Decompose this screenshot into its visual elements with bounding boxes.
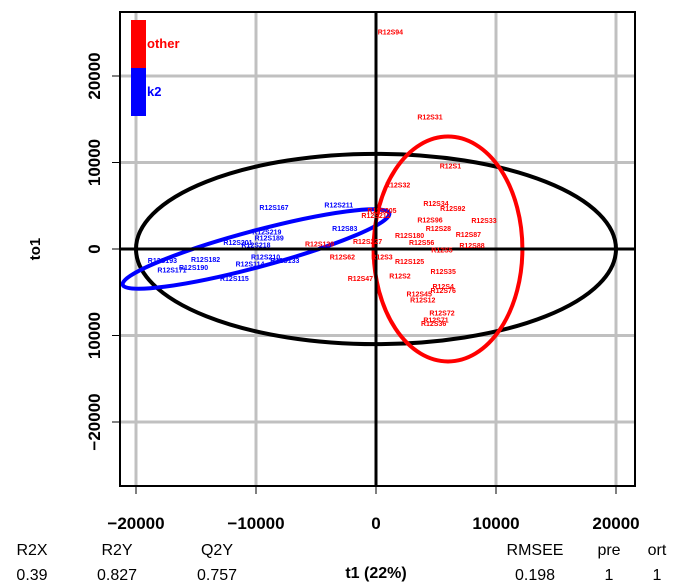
stat-header-ort: ort (648, 542, 667, 559)
y-tick-label-2: 0 (85, 244, 104, 253)
y-tick-label-0: −20000 (85, 393, 104, 450)
x-tick-labels: −20000 −10000 0 10000 20000 (107, 486, 640, 533)
point-label-other-4: R12S34 (423, 201, 448, 208)
stat-value-r2x: 0.39 (16, 567, 47, 584)
stat-header-rmsee: RMSEE (507, 542, 564, 559)
point-label-other-26: R12S45 (407, 292, 432, 299)
point-label-k2-11: R12S190 (179, 265, 208, 272)
legend-label-other: other (147, 36, 180, 51)
point-label-other-21: R12S47 (348, 276, 373, 283)
stat-header-pre: pre (597, 542, 620, 559)
x-tick-label-1: −10000 (227, 514, 284, 533)
legend: other k2 (131, 20, 180, 116)
point-label-k2-14: R12S193 (148, 258, 177, 265)
stat-value-ort: 1 (653, 567, 662, 584)
point-label-other-12: R12S180 (395, 233, 424, 240)
stat-value-r2y: 0.827 (97, 567, 137, 584)
x-tick-label-4: 20000 (592, 514, 639, 533)
point-label-k2-13: R12S171 (157, 267, 186, 274)
point-label-other-17: R12S5 (431, 248, 453, 255)
ellipse-k2 (120, 207, 392, 291)
legend-swatch-other (131, 20, 146, 68)
x-tick-label-3: 10000 (472, 514, 519, 533)
point-label-other-5: R12S92 (440, 206, 465, 213)
model-stats: R2X 0.39 R2Y 0.827 Q2Y 0.757 RMSEE 0.198 pre 1 ort… (16, 542, 666, 584)
point-label-other-28: R12S36 (421, 321, 446, 328)
point-label-k2-12: R12S115 (220, 276, 249, 283)
y-tick-labels: −20000 10000 0 10000 20000 (85, 52, 120, 451)
point-label-other-22: R12S2 (389, 274, 411, 281)
stat-header-r2y: R2Y (101, 542, 132, 559)
point-label-other-14: R12S227 (353, 239, 382, 246)
point-label-other-19: R12S3 (371, 254, 393, 261)
stat-value-pre: 1 (605, 567, 614, 584)
point-label-other-9: R12S33 (471, 218, 496, 225)
y-tick-label-3: 10000 (85, 139, 104, 186)
point-label-other-0: R12S94 (378, 30, 403, 37)
stat-header-q2y: Q2Y (201, 542, 233, 559)
point-label-other-10: R12S28 (426, 226, 451, 233)
point-label-k2-0: R12S167 (259, 205, 288, 212)
point-label-other-29: R12S72 (429, 311, 454, 318)
point-label-k2-4: R12S189 (255, 235, 284, 242)
stat-header-r2x: R2X (16, 542, 47, 559)
point-label-other-24: R12S4 (432, 284, 454, 291)
point-label-other-2: R12S1 (440, 164, 462, 171)
point-label-other-16: R12S88 (459, 243, 484, 250)
point-label-k2-5: R12S218 (241, 242, 270, 249)
point-label-other-6: R12S205 (367, 208, 396, 215)
point-label-other-11: R12S87 (456, 232, 481, 239)
point-label-other-27: R12S12 (410, 298, 435, 305)
point-label-other-25: R12S76 (431, 288, 456, 295)
legend-swatch-k2 (131, 68, 146, 116)
point-label-other-7: R12S212 (361, 213, 390, 220)
point-label-k2-3: R12S219 (252, 229, 281, 236)
point-label-k2-1: R12S211 (324, 203, 353, 210)
point-label-other-13: R12S56 (409, 240, 434, 247)
point-label-k2-8: R12S133 (270, 258, 299, 265)
point-label-k2-2: R12S83 (332, 226, 357, 233)
x-tick-label-2: 0 (371, 514, 380, 533)
y-axis-label: to1 (27, 238, 44, 261)
point-label-k2-9: R12S114 (236, 261, 265, 268)
point-label-other-15: R12S139 (305, 242, 334, 249)
x-tick-label-0: −20000 (107, 514, 164, 533)
point-label-other-1: R12S31 (417, 114, 442, 121)
point-label-other-20: R12S125 (395, 259, 424, 266)
point-label-k2-10: R12S182 (191, 257, 220, 264)
legend-label-k2: k2 (147, 84, 161, 99)
y-tick-label-4: 20000 (85, 52, 104, 99)
point-label-k2-6: R12S201 (223, 240, 252, 247)
stat-value-rmsee: 0.198 (515, 567, 555, 584)
point-label-other-8: R12S96 (417, 217, 442, 224)
zero-lines (120, 12, 635, 486)
x-axis-label: t1 (22%) (345, 565, 406, 582)
point-label-other-30: R12S71 (423, 318, 448, 325)
point-label-other-18: R12S62 (330, 254, 355, 261)
y-tick-label-1: 10000 (85, 312, 104, 359)
point-label-k2-7: R12S210 (251, 254, 280, 261)
point-label-other-23: R12S35 (431, 269, 456, 276)
point-label-other-3: R12S32 (385, 183, 410, 190)
stat-value-q2y: 0.757 (197, 567, 237, 584)
